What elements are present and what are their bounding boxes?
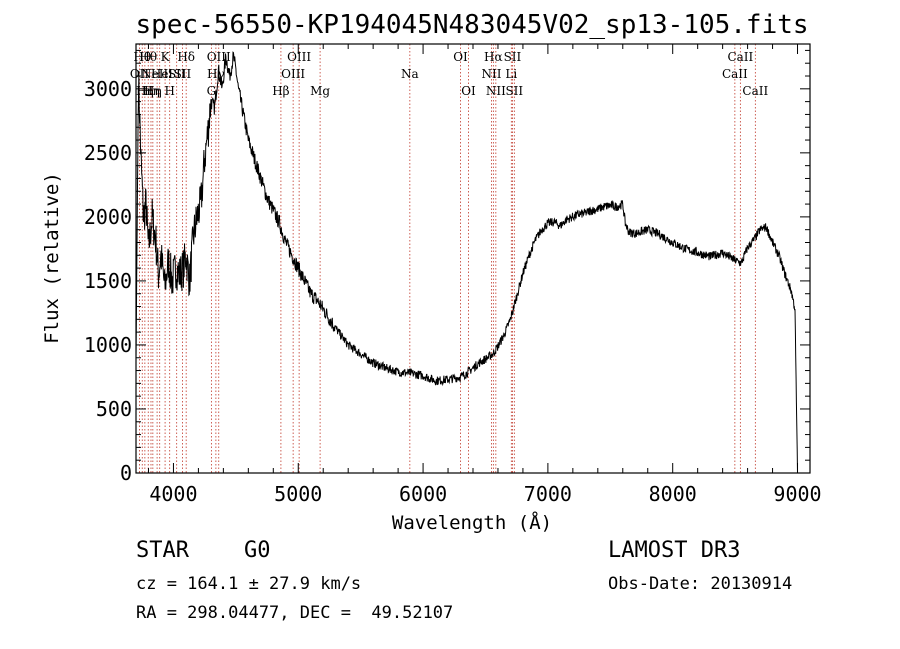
line-label: NeIII xyxy=(141,67,173,81)
line-label: SII xyxy=(174,67,192,81)
line-label: OIII xyxy=(287,50,311,64)
line-label: He xyxy=(151,67,169,81)
line-label: Hβ xyxy=(272,84,289,98)
chart-title: spec-56550-KP194045N483045V02_sp13-105.f… xyxy=(135,10,808,40)
line-label: Hη xyxy=(136,84,154,98)
line-label: H xyxy=(164,84,174,98)
line-label: Na xyxy=(401,67,419,81)
object-class: STAR xyxy=(136,538,189,563)
line-label: Mg xyxy=(310,84,330,98)
line-label: NII xyxy=(486,84,506,98)
line-markers xyxy=(139,44,756,473)
y-axis-label: Flux (relative) xyxy=(41,172,63,344)
line-label: CaII xyxy=(722,67,748,81)
obs-date: Obs-Date: 20130914 xyxy=(608,574,793,594)
spectrum-line xyxy=(135,51,798,474)
line-label: NII xyxy=(481,67,501,81)
x-tick-label: 9000 xyxy=(773,482,821,506)
line-label: Hθ xyxy=(139,50,157,64)
line-label: SII xyxy=(168,67,186,81)
x-tick-label: 8000 xyxy=(649,482,697,506)
line-label: Hδ xyxy=(177,50,195,64)
line-label: OII xyxy=(130,67,150,81)
line-label: CaII xyxy=(727,50,753,64)
line-label: G xyxy=(207,84,217,98)
y-tick-label: 0 xyxy=(120,461,132,485)
redshift-cz: cz = 164.1 ± 27.9 km/s xyxy=(136,574,362,594)
ra-dec: RA = 298.04477, DEC = 49.52107 xyxy=(136,603,454,623)
x-axis-ticks: 4000 5000 6000 7000 8000 9000 xyxy=(147,44,822,506)
line-label: K xyxy=(161,50,171,64)
y-tick-label: 1500 xyxy=(84,269,132,293)
x-tick-label: 4000 xyxy=(149,482,197,506)
line-label: SII xyxy=(504,50,522,64)
object-subclass: G0 xyxy=(244,538,271,563)
line-label: OIII xyxy=(281,67,305,81)
line-label: Li xyxy=(505,67,517,81)
line-label: OI xyxy=(461,84,476,98)
line-label: Hθ xyxy=(133,50,151,64)
line-labels: OIIHθHηHθHηHηNeIIIHeKHSIISIIHδGHγOIIIHβO… xyxy=(130,50,769,98)
y-tick-label: 2500 xyxy=(84,141,132,165)
y-axis-ticks: 0 500 1000 1500 2000 2500 3000 xyxy=(84,49,810,485)
x-tick-label: 5000 xyxy=(274,482,322,506)
line-label: Hγ xyxy=(207,67,225,81)
line-label: OI xyxy=(453,50,468,64)
line-label: Hα xyxy=(484,50,503,64)
y-tick-label: 500 xyxy=(96,397,132,421)
x-tick-label: 6000 xyxy=(399,482,447,506)
series-layer xyxy=(135,51,798,474)
line-label: SII xyxy=(505,84,523,98)
y-tick-label: 1000 xyxy=(84,333,132,357)
x-tick-label: 7000 xyxy=(524,482,572,506)
line-label: CaII xyxy=(742,84,768,98)
y-tick-label: 3000 xyxy=(84,77,132,101)
x-axis-label: Wavelength (Å) xyxy=(392,511,552,534)
y-tick-label: 2000 xyxy=(84,205,132,229)
survey-name: LAMOST DR3 xyxy=(608,538,741,563)
line-label: Hη xyxy=(144,84,162,98)
line-label: Hη xyxy=(142,84,160,98)
